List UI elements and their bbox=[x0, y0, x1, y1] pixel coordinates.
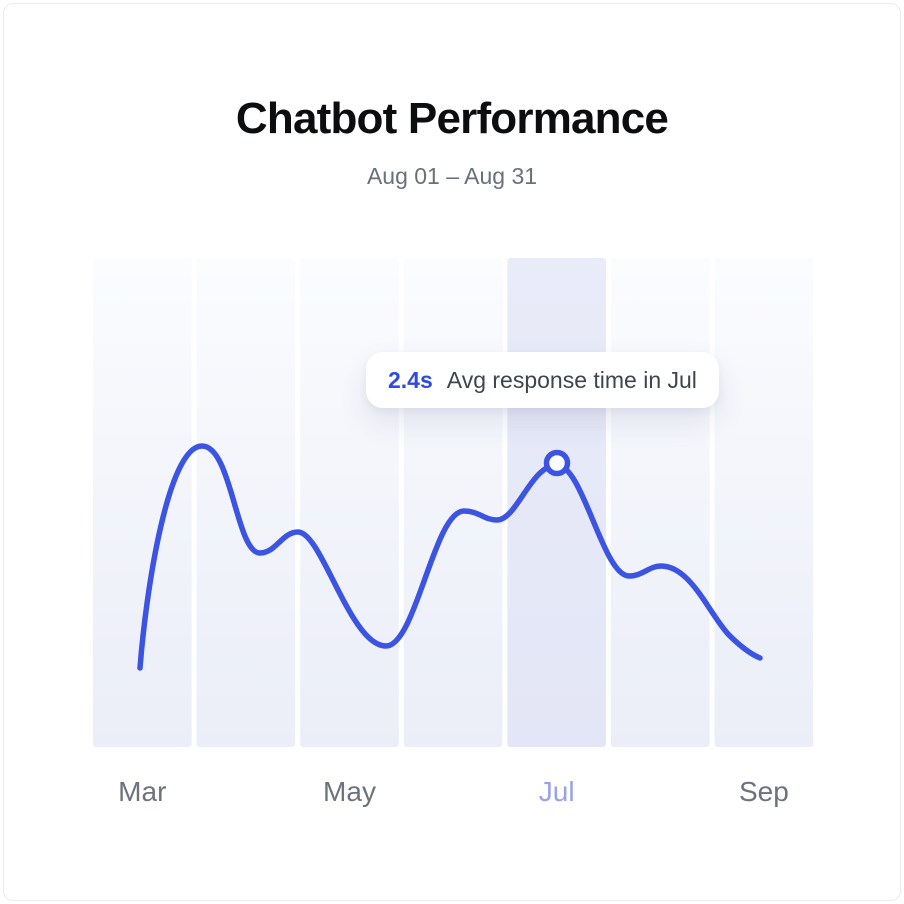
tooltip: 2.4s Avg response time in Jul bbox=[366, 352, 719, 408]
month-band bbox=[403, 258, 503, 747]
page-title: Chatbot Performance bbox=[235, 94, 669, 143]
month-band bbox=[93, 258, 192, 747]
month-band bbox=[714, 258, 814, 747]
month-bands bbox=[93, 258, 814, 747]
response-time-line bbox=[137, 443, 763, 671]
month-band bbox=[300, 258, 399, 747]
highlighted-month-band bbox=[507, 258, 606, 747]
jul-data-point-marker[interactable] bbox=[543, 449, 571, 477]
tooltip-value: 2.4s bbox=[388, 366, 433, 393]
x-tick-jul: Jul bbox=[538, 776, 575, 807]
x-tick-sep: Sep bbox=[738, 776, 789, 807]
tooltip-label: Avg response time in Jul bbox=[446, 366, 697, 393]
x-tick-may: May bbox=[323, 776, 376, 807]
month-band bbox=[196, 258, 296, 747]
x-axis: Mar May Jul Sep bbox=[0, 774, 904, 810]
date-range-subtitle: Aug 01 – Aug 31 bbox=[366, 163, 538, 189]
month-band bbox=[611, 258, 710, 747]
x-tick-mar: Mar bbox=[118, 776, 167, 807]
